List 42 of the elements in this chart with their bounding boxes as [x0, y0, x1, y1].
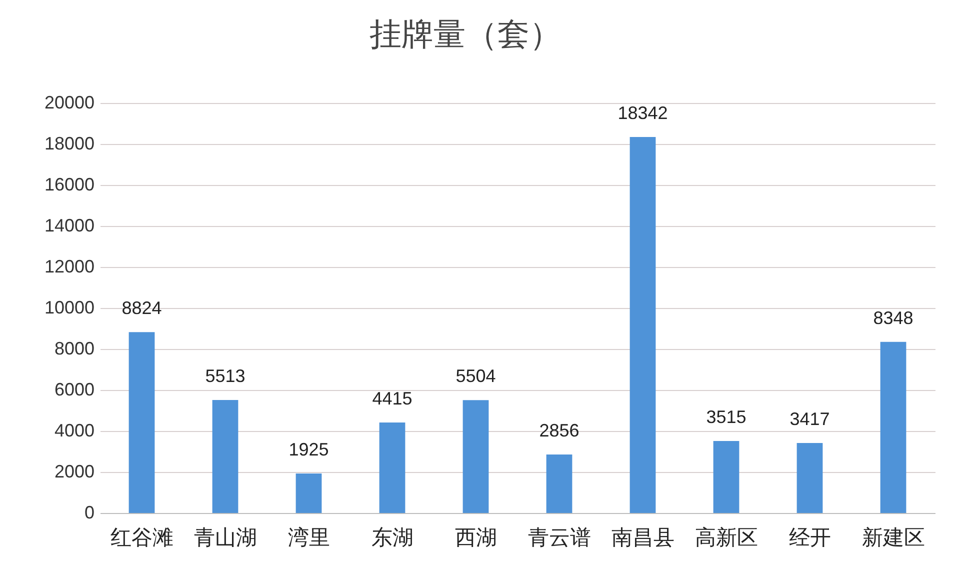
data-label: 4415	[372, 388, 412, 408]
bar	[546, 454, 572, 513]
data-label: 3417	[790, 408, 830, 429]
bar	[296, 474, 322, 513]
x-tick-label: 青山湖	[194, 526, 257, 550]
x-tick-label: 高新区	[694, 526, 758, 550]
chart-title: 挂牌量（套）	[370, 16, 562, 52]
y-tick-label: 2000	[54, 462, 94, 482]
x-tick-label: 西湖	[454, 526, 497, 550]
data-label: 18342	[618, 102, 668, 123]
x-tick-label: 南昌县	[611, 526, 674, 550]
data-label: 5504	[456, 366, 496, 386]
y-tick-label: 6000	[54, 380, 94, 400]
y-tick-label: 4000	[54, 420, 94, 440]
x-tick-label: 东湖	[371, 526, 414, 550]
data-label: 1925	[288, 440, 329, 460]
data-label: 8348	[873, 308, 914, 328]
data-label: 8824	[122, 298, 162, 318]
bar	[212, 400, 238, 513]
bar	[379, 422, 406, 513]
y-tick-label: 12000	[44, 256, 94, 276]
y-tick-label: 16000	[44, 174, 94, 194]
bar	[462, 400, 489, 513]
data-label: 2856	[539, 420, 580, 440]
y-tick-label: 14000	[44, 216, 94, 236]
y-tick-label: 8000	[54, 338, 94, 358]
x-tick-label: 经开	[788, 526, 831, 550]
y-tick-label: 18000	[44, 134, 94, 154]
data-label: 3515	[706, 406, 746, 427]
x-tick-label: 红谷滩	[110, 526, 174, 550]
x-tick-label: 青云谱	[528, 526, 591, 550]
bar	[128, 332, 155, 513]
data-label: 5513	[205, 366, 246, 386]
y-tick-label: 0	[84, 502, 94, 522]
bar	[796, 442, 823, 513]
bar	[880, 342, 906, 513]
x-tick-label: 湾里	[288, 526, 330, 550]
bar	[630, 136, 656, 513]
x-tick-label: 新建区	[862, 526, 925, 550]
bar	[713, 440, 740, 513]
y-tick-label: 10000	[44, 298, 94, 318]
y-tick-label: 20000	[44, 92, 94, 112]
